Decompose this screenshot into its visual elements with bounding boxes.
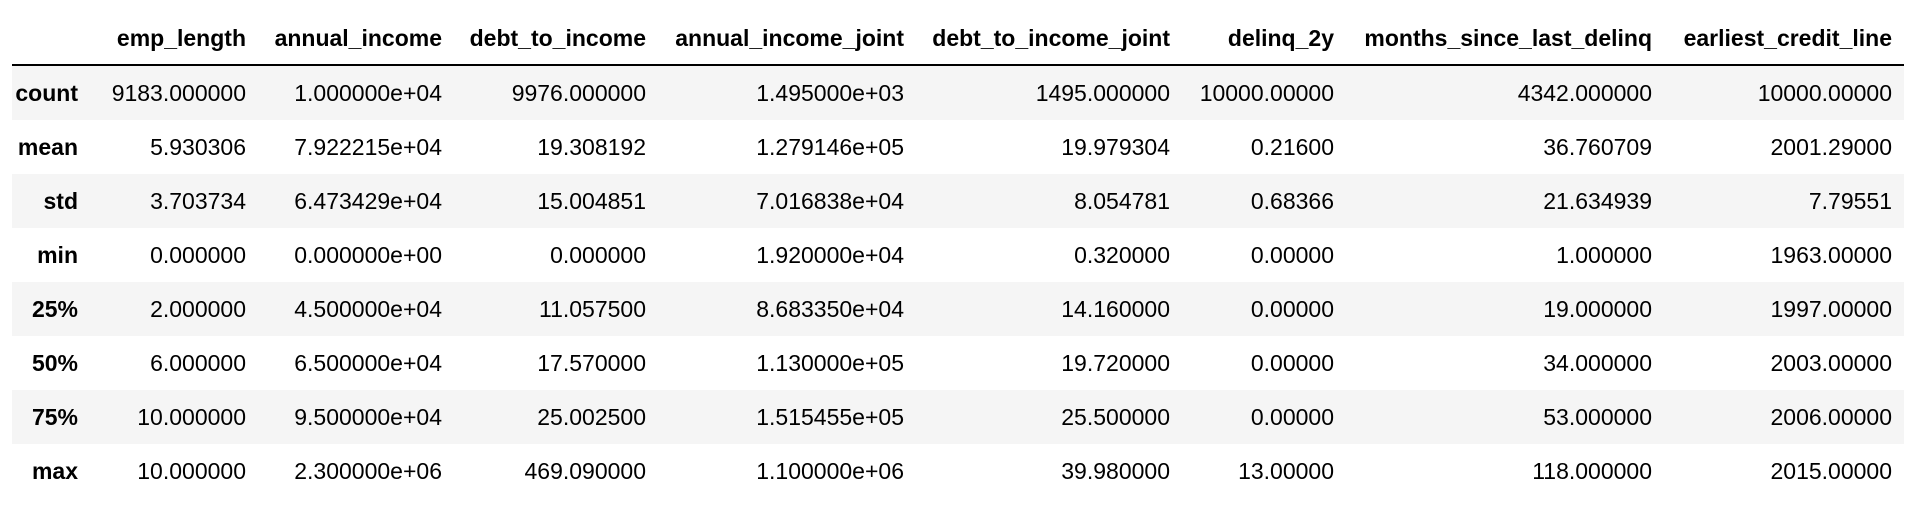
table-cell: 53.000000 bbox=[1543, 403, 1652, 430]
table-cell: 2001.29000 bbox=[1770, 133, 1892, 160]
table-cell: 1.495000e+03 bbox=[756, 79, 904, 106]
table-cell: 25.500000 bbox=[1061, 403, 1170, 430]
column-header-earliest-credit-line: earliest_credit_line bbox=[1664, 12, 1904, 66]
table-row: max 10.000000 2.300000e+06 469.090000 1.1000… bbox=[12, 444, 1904, 498]
table-cell: 34.000000 bbox=[1543, 349, 1652, 376]
table-cell: 6.473429e+04 bbox=[294, 187, 442, 214]
row-label: 75% bbox=[31, 403, 78, 430]
table-header: emp_length annual_income debt_to_income … bbox=[12, 12, 1904, 66]
table-cell: 36.760709 bbox=[1543, 133, 1652, 160]
table-cell: 19.720000 bbox=[1061, 349, 1170, 376]
table-cell: 7.016838e+04 bbox=[756, 187, 904, 214]
table-cell: 1.515455e+05 bbox=[756, 403, 904, 430]
table-cell: 0.000000 bbox=[150, 241, 246, 268]
table-cell: 19.000000 bbox=[1543, 295, 1652, 322]
table-cell: 5.930306 bbox=[150, 133, 246, 160]
table-cell: 0.00000 bbox=[1250, 349, 1334, 376]
table-cell: 2.000000 bbox=[150, 295, 246, 322]
table-cell: 10000.00000 bbox=[1757, 79, 1892, 106]
table-row: mean 5.930306 7.922215e+04 19.308192 1.27914… bbox=[12, 120, 1904, 174]
table-cell: 1.100000e+06 bbox=[756, 457, 904, 484]
table-cell: 1.920000e+04 bbox=[756, 241, 904, 268]
table-row: 50% 6.000000 6.500000e+04 17.570000 1.130000… bbox=[12, 336, 1904, 390]
table-cell: 8.683350e+04 bbox=[756, 295, 904, 322]
table-cell: 2015.00000 bbox=[1770, 457, 1892, 484]
table-cell: 6.000000 bbox=[150, 349, 246, 376]
column-header-annual-income-joint: annual_income_joint bbox=[658, 12, 916, 66]
column-header-annual-income: annual_income bbox=[258, 12, 454, 66]
table-cell: 9183.000000 bbox=[111, 79, 246, 106]
table-cell: 0.68366 bbox=[1250, 187, 1334, 214]
table-cell: 1495.000000 bbox=[1035, 79, 1170, 106]
table-cell: 2006.00000 bbox=[1770, 403, 1892, 430]
table-row: 25% 2.000000 4.500000e+04 11.057500 8.683350… bbox=[12, 282, 1904, 336]
table-row: 75% 10.000000 9.500000e+04 25.002500 1.51545… bbox=[12, 390, 1904, 444]
table-cell: 1.279146e+05 bbox=[756, 133, 904, 160]
row-label: count bbox=[15, 79, 78, 106]
table-cell: 10.000000 bbox=[137, 457, 246, 484]
table-cell: 7.79551 bbox=[1808, 187, 1892, 214]
table-cell: 3.703734 bbox=[150, 187, 246, 214]
row-label: max bbox=[31, 457, 78, 484]
table-row: min 0.000000 0.000000e+00 0.000000 1.920000e… bbox=[12, 228, 1904, 282]
table-cell: 10000.00000 bbox=[1199, 79, 1334, 106]
table-cell: 1997.00000 bbox=[1770, 295, 1892, 322]
table-cell: 39.980000 bbox=[1061, 457, 1170, 484]
row-label: min bbox=[37, 241, 78, 268]
table-cell: 25.002500 bbox=[537, 403, 646, 430]
table-cell: 2.300000e+06 bbox=[294, 457, 442, 484]
table-cell: 7.922215e+04 bbox=[294, 133, 442, 160]
column-header-emp-length: emp_length bbox=[90, 12, 258, 66]
column-header-months-since-last-delinq: months_since_last_delinq bbox=[1346, 12, 1664, 66]
table-cell: 11.057500 bbox=[538, 295, 646, 322]
table-cell: 19.308192 bbox=[537, 133, 646, 160]
dataframe-output: emp_length annual_income debt_to_income … bbox=[12, 12, 1916, 498]
table-cell: 15.004851 bbox=[537, 187, 646, 214]
table-cell: 469.090000 bbox=[524, 457, 646, 484]
table-cell: 0.00000 bbox=[1250, 403, 1334, 430]
table-cell: 14.160000 bbox=[1061, 295, 1170, 322]
header-row: emp_length annual_income debt_to_income … bbox=[12, 12, 1904, 66]
table-cell: 1.130000e+05 bbox=[756, 349, 904, 376]
column-header-delinq-2y: delinq_2y bbox=[1182, 12, 1346, 66]
column-header-debt-to-income-joint: debt_to_income_joint bbox=[916, 12, 1182, 66]
table-cell: 4342.000000 bbox=[1517, 79, 1652, 106]
row-label: std bbox=[43, 187, 79, 214]
table-cell: 8.054781 bbox=[1074, 187, 1170, 214]
table-cell: 6.500000e+04 bbox=[294, 349, 442, 376]
column-header-debt-to-income: debt_to_income bbox=[454, 12, 658, 66]
table-cell: 1.000000e+04 bbox=[294, 79, 442, 106]
table-row: count 9183.000000 1.000000e+04 9976.000000 1… bbox=[12, 65, 1904, 120]
table-cell: 0.000000e+00 bbox=[294, 241, 442, 268]
table-cell: 0.320000 bbox=[1074, 241, 1170, 268]
table-cell: 0.21600 bbox=[1250, 133, 1334, 160]
table-cell: 2003.00000 bbox=[1770, 349, 1892, 376]
table-cell: 9.500000e+04 bbox=[294, 403, 442, 430]
index-header bbox=[12, 12, 90, 66]
table-cell: 21.634939 bbox=[1543, 187, 1652, 214]
table-cell: 1963.00000 bbox=[1770, 241, 1892, 268]
table-cell: 13.00000 bbox=[1238, 457, 1334, 484]
table-cell: 118.000000 bbox=[1532, 457, 1652, 484]
table-cell: 19.979304 bbox=[1061, 133, 1170, 160]
row-label: 50% bbox=[31, 349, 78, 376]
table-cell: 1.000000 bbox=[1556, 241, 1652, 268]
describe-table: emp_length annual_income debt_to_income … bbox=[12, 12, 1904, 498]
table-cell: 17.570000 bbox=[537, 349, 646, 376]
table-cell: 9976.000000 bbox=[511, 79, 646, 106]
row-label: mean bbox=[17, 133, 78, 160]
row-label: 25% bbox=[31, 295, 78, 322]
table-body: count 9183.000000 1.000000e+04 9976.000000 1… bbox=[12, 65, 1904, 498]
table-cell: 4.500000e+04 bbox=[294, 295, 442, 322]
table-cell: 0.000000 bbox=[550, 241, 646, 268]
table-cell: 10.000000 bbox=[137, 403, 246, 430]
table-cell: 0.00000 bbox=[1250, 295, 1334, 322]
table-row: std 3.703734 6.473429e+04 15.004851 7.016838… bbox=[12, 174, 1904, 228]
table-cell: 0.00000 bbox=[1250, 241, 1334, 268]
